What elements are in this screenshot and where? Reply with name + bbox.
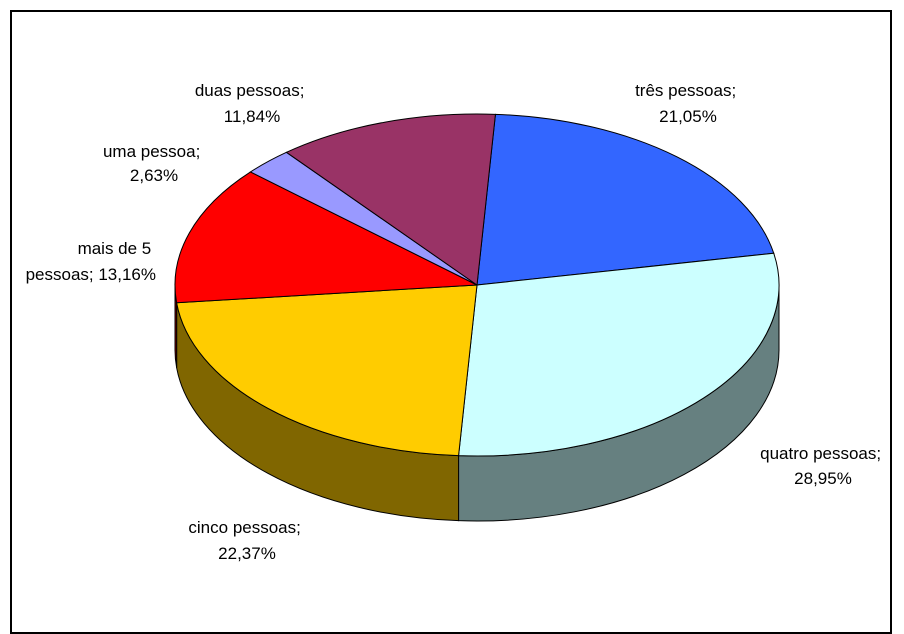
label-uma-pessoa: uma pessoa; 2,63% — [103, 142, 205, 185]
label-duas-pessoas: duas pessoas; 11,84% — [195, 81, 309, 126]
pie-slice-3 — [174, 171, 479, 304]
pie-slices — [174, 113, 780, 457]
pie-labels: três pessoas; 21,05% quatro pessoas; 28,… — [26, 81, 886, 563]
pie-slice-5 — [285, 113, 496, 286]
pie-slice-0 — [476, 113, 775, 286]
pie-chart: três pessoas; 21,05% quatro pessoas; 28,… — [26, 81, 886, 563]
label-quatro-pessoas: quatro pessoas; 28,95% — [760, 444, 886, 488]
chart-frame: três pessoas; 21,05% quatro pessoas; 28,… — [10, 10, 892, 634]
pie-slice-1 — [458, 252, 780, 457]
label-mais-de-5: mais de 5 pessoas; 13,16% — [26, 239, 156, 284]
pie-slice-2 — [176, 284, 478, 457]
label-cinco-pessoas: cinco pessoas; 22,37% — [188, 518, 305, 563]
label-tres-pessoas: três pessoas; 21,05% — [635, 81, 741, 126]
